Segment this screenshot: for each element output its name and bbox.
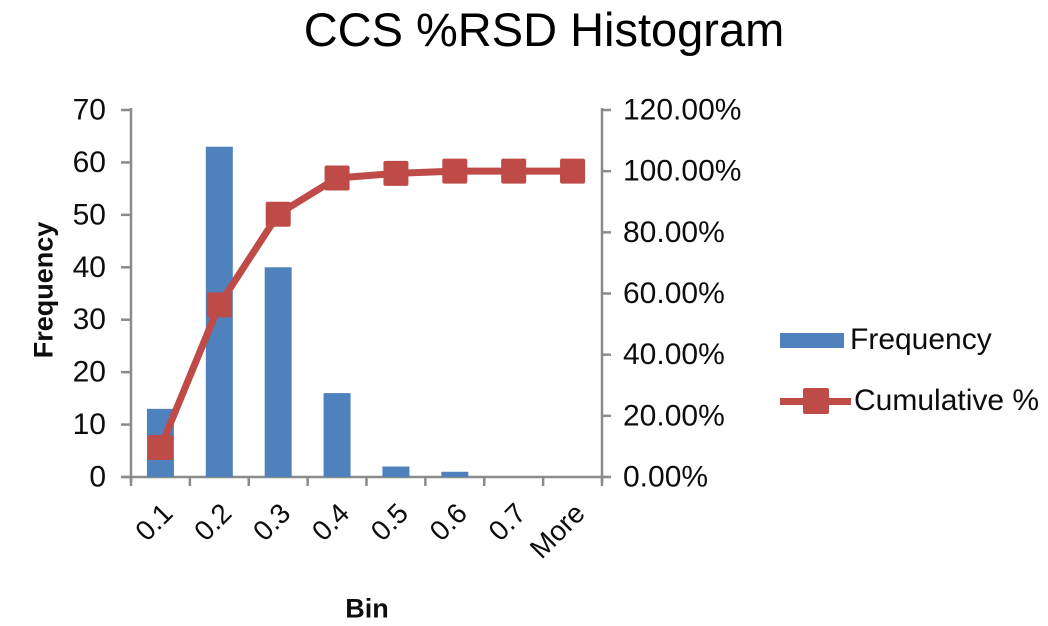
- svg-text:30: 30: [73, 303, 106, 336]
- svg-text:70: 70: [73, 94, 106, 127]
- legend-label-frequency: Frequency: [850, 323, 992, 356]
- svg-text:More: More: [524, 497, 591, 564]
- legend: Frequency Cumulative %: [780, 321, 1039, 420]
- cumulative-line-swatch-icon: [780, 388, 851, 414]
- svg-text:0.5: 0.5: [365, 497, 414, 546]
- svg-text:0.1: 0.1: [129, 497, 178, 546]
- legend-item-cumulative: Cumulative %: [780, 382, 1039, 420]
- svg-text:10: 10: [73, 408, 106, 441]
- legend-label-cumulative: Cumulative %: [854, 384, 1040, 417]
- svg-text:60.00%: 60.00%: [623, 277, 725, 310]
- svg-text:40.00%: 40.00%: [623, 338, 725, 371]
- frequency-bar-swatch-icon: [780, 332, 844, 348]
- svg-text:40: 40: [73, 251, 106, 284]
- svg-text:20.00%: 20.00%: [623, 399, 725, 432]
- y-axis-title: Frequency: [28, 221, 59, 359]
- svg-text:0.2: 0.2: [188, 497, 237, 546]
- svg-text:80.00%: 80.00%: [623, 216, 725, 249]
- svg-text:0.00%: 0.00%: [623, 461, 708, 494]
- svg-text:0.6: 0.6: [424, 497, 473, 546]
- svg-text:50: 50: [73, 198, 106, 231]
- svg-text:0.7: 0.7: [482, 497, 531, 546]
- cumulative-marker-icon: [802, 388, 829, 414]
- x-axis-title: Bin: [345, 593, 389, 624]
- chart-title: CCS %RSD Histogram: [303, 3, 785, 56]
- svg-text:0.3: 0.3: [247, 497, 296, 546]
- svg-text:60: 60: [73, 146, 106, 179]
- svg-text:0.4: 0.4: [306, 497, 355, 546]
- svg-text:20: 20: [73, 356, 106, 389]
- svg-text:100.00%: 100.00%: [623, 155, 741, 188]
- legend-item-frequency: Frequency: [780, 321, 1039, 359]
- svg-text:0: 0: [89, 461, 106, 494]
- svg-text:120.00%: 120.00%: [623, 94, 741, 127]
